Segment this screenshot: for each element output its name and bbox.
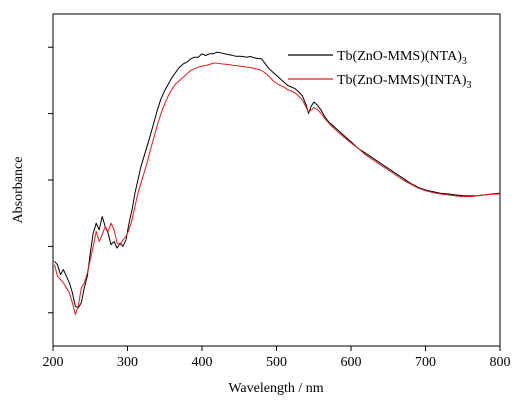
legend-label-1: Tb(ZnO-MMS)(NTA)3 xyxy=(337,49,467,67)
legend-label-1-subscript: 3 xyxy=(462,56,467,67)
series-layer xyxy=(54,51,501,315)
x-tick-label: 300 xyxy=(117,355,138,370)
legend-label-2: Tb(ZnO-MMS)(INTA)3 xyxy=(337,73,472,91)
x-tick-label: 400 xyxy=(192,355,213,370)
x-tick-label: 200 xyxy=(43,355,64,370)
y-axis-title: Absorbance xyxy=(11,157,26,224)
x-tick-label: 700 xyxy=(415,355,436,370)
x-axis-title: Wavelength / nm xyxy=(228,381,323,396)
x-axis-ticks: 200 300 400 500 600 700 800 xyxy=(43,346,511,370)
x-tick-label: 500 xyxy=(266,355,287,370)
legend: Tb(ZnO-MMS)(NTA)3 Tb(ZnO-MMS)(INTA)3 xyxy=(288,49,472,91)
y-axis-ticks xyxy=(48,46,53,314)
series-line-1 xyxy=(54,51,501,309)
x-tick-label: 800 xyxy=(490,355,511,370)
series-line-2 xyxy=(54,62,501,315)
x-tick-label: 600 xyxy=(341,355,362,370)
legend-label-2-subscript: 3 xyxy=(467,80,472,91)
